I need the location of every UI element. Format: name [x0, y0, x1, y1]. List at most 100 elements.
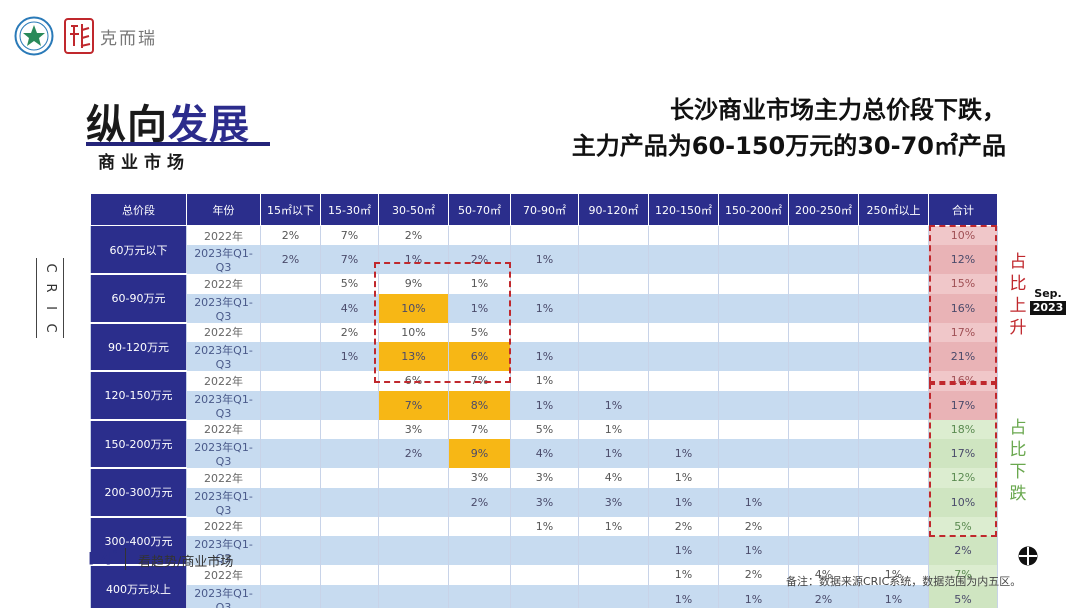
value-cell [378, 468, 449, 488]
value-cell [448, 536, 511, 565]
cric-letter: C [43, 323, 58, 333]
value-cell [648, 390, 719, 420]
value-cell [320, 439, 379, 468]
price-band-cell: 200-300万元 [90, 468, 187, 518]
table-row: 2023年Q1-Q3 2% 7% 1% 2% 1% 12% [91, 245, 998, 274]
value-cell: 2% [448, 245, 511, 274]
value-cell [578, 536, 649, 565]
value-cell [648, 225, 719, 245]
value-cell [378, 565, 449, 585]
value-cell [858, 342, 929, 371]
table-header-cell: 120-150㎡ [648, 193, 719, 226]
value-cell [718, 342, 789, 371]
value-cell [858, 536, 929, 565]
value-cell [510, 565, 579, 585]
total-cell: 16% [928, 293, 998, 323]
year-cell: 2022年 [186, 468, 261, 488]
year-cell: 2022年 [186, 322, 261, 342]
value-cell [578, 342, 649, 371]
value-cell [260, 390, 321, 420]
value-cell: 2% [648, 516, 719, 536]
value-cell [260, 322, 321, 342]
value-cell [578, 225, 649, 245]
table-header-cell: 90-120㎡ [578, 193, 649, 226]
value-cell [578, 371, 649, 391]
value-cell [578, 293, 649, 323]
cric-watermark: C R I C [36, 258, 64, 338]
value-cell [260, 516, 321, 536]
page-title: 纵向发展 [86, 92, 250, 150]
value-cell [648, 371, 719, 391]
table-header-row: 总价段 年份 15㎡以下 15-30㎡ 30-50㎡ 50-70㎡ 70-90㎡ 90-120… [90, 193, 998, 226]
value-cell: 1% [510, 293, 579, 323]
value-cell: 7% [320, 225, 379, 245]
value-cell: 3% [378, 419, 449, 439]
side-label-rising: 占比上升 [1007, 251, 1029, 339]
table-row: 150-200万元 2022年 3% 7% 5% 1% 18% [90, 419, 998, 469]
value-cell [648, 419, 719, 439]
value-cell: 10% [378, 293, 449, 323]
value-cell [510, 536, 579, 565]
value-cell [858, 322, 929, 342]
total-cell: 7% [928, 565, 998, 585]
year-cell: 2023年Q1-Q3 [186, 245, 261, 274]
value-cell: 2% [378, 439, 449, 468]
table-header-cell: 30-50㎡ [378, 193, 449, 226]
value-cell [858, 225, 929, 245]
table-header-cell: 200-250㎡ [788, 193, 859, 226]
value-cell: 7% [448, 371, 511, 391]
value-cell [718, 371, 789, 391]
value-cell [320, 419, 379, 439]
value-cell: 1% [648, 468, 719, 488]
value-cell [260, 419, 321, 439]
value-cell: 1% [718, 487, 789, 517]
value-cell [320, 565, 379, 585]
value-cell [260, 487, 321, 517]
table-row: 90-120万元 2022年 2% 10% 5% 17% [90, 322, 998, 372]
value-cell: 1% [578, 419, 649, 439]
value-cell [260, 293, 321, 323]
table-header-cell: 合计 [928, 193, 998, 226]
value-cell [448, 225, 511, 245]
value-cell [858, 419, 929, 439]
headline-line1: 长沙商业市场主力总价段下跌， [670, 96, 1006, 124]
value-cell [260, 584, 321, 608]
brand-name: 克而瑞 [100, 28, 157, 49]
value-cell [320, 468, 379, 488]
table-header-cell: 50-70㎡ [448, 193, 511, 226]
title-underline [86, 142, 270, 146]
value-cell [448, 565, 511, 585]
table-row: 400万元以上 2022年 1% 2% 4% 1% 7% [90, 565, 998, 608]
price-band-cell: 120-150万元 [90, 371, 187, 421]
total-cell: 5% [928, 516, 998, 536]
table-row: 2023年Q1-Q3 1% 13% 6% 1% 21% [91, 342, 998, 371]
value-cell: 1% [378, 245, 449, 274]
year-cell: 2022年 [186, 274, 261, 294]
total-cell: 12% [928, 245, 998, 274]
headline-line2: 主力产品为60-150万元的30-70㎡产品 [571, 132, 1006, 160]
year-cell: 2023年Q1-Q3 [186, 342, 261, 371]
page-number-text: P4 [88, 549, 113, 570]
side-label-falling: 占比下跌 [1007, 417, 1029, 505]
total-cell: 5% [928, 584, 998, 608]
value-cell: 8% [448, 390, 511, 420]
total-cell: 17% [928, 322, 998, 342]
value-cell [858, 439, 929, 468]
date-badge: Sep. 2023 [1030, 288, 1066, 315]
value-cell: 5% [510, 419, 579, 439]
value-cell [260, 565, 321, 585]
footer-divider [125, 548, 126, 570]
value-cell: 4% [788, 565, 859, 585]
value-cell [578, 322, 649, 342]
value-cell: 10% [378, 322, 449, 342]
table-header-cell: 15㎡以下 [260, 193, 321, 226]
value-cell: 2% [448, 487, 511, 517]
date-badge-month: Sep. [1034, 287, 1062, 300]
value-cell [320, 390, 379, 420]
value-cell: 1% [320, 342, 379, 371]
value-cell: 4% [320, 293, 379, 323]
value-cell: 3% [578, 487, 649, 517]
value-cell: 2% [718, 565, 789, 585]
value-cell [858, 468, 929, 488]
value-cell [260, 371, 321, 391]
